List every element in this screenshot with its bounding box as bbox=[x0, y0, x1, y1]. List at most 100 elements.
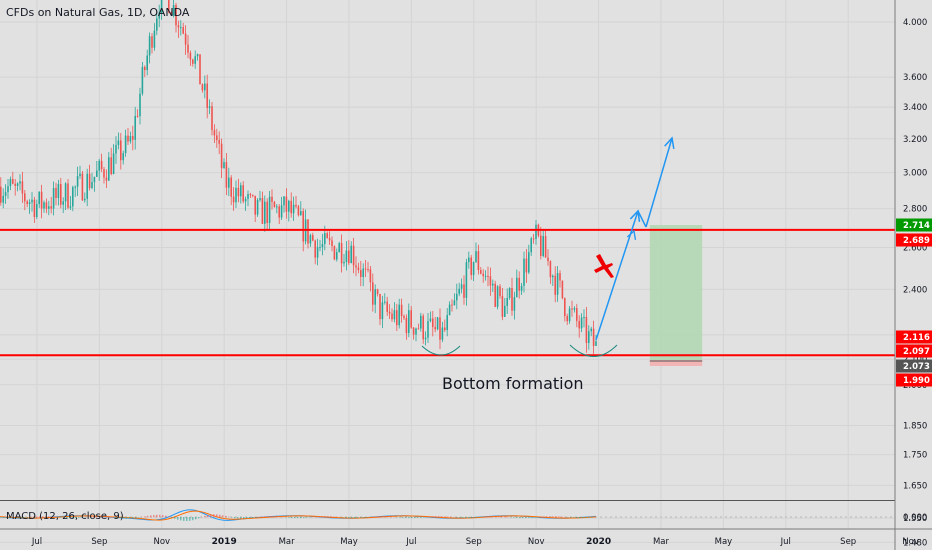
svg-text:1.990: 1.990 bbox=[903, 376, 930, 386]
macd-histogram-bar bbox=[264, 516, 266, 518]
price-axis[interactable] bbox=[895, 0, 932, 550]
macd-histogram-bar bbox=[318, 516, 320, 518]
macd-histogram-bar bbox=[294, 517, 296, 519]
candle bbox=[465, 258, 468, 306]
macd-histogram-bar bbox=[117, 517, 119, 518]
macd-histogram-bar bbox=[210, 514, 212, 518]
x-tick-label: Mar bbox=[279, 537, 296, 547]
candle bbox=[285, 188, 288, 219]
candle bbox=[506, 288, 508, 315]
candle bbox=[91, 172, 93, 190]
candlestick-series bbox=[0, 0, 597, 354]
candle bbox=[364, 260, 367, 278]
macd-histogram-bar bbox=[216, 514, 218, 518]
x-tick-label: Nov bbox=[154, 537, 171, 547]
candle bbox=[48, 200, 50, 216]
macd-histogram-bar bbox=[192, 517, 194, 521]
price-axis-labels: 2.714 2.689 2.116 2.097 2.073 1.990 bbox=[896, 218, 932, 387]
x-tick-label: Mar bbox=[653, 537, 670, 547]
svg-text:2.097: 2.097 bbox=[903, 347, 930, 357]
macd-histogram-bar bbox=[381, 516, 383, 518]
candle bbox=[547, 249, 549, 266]
candle bbox=[76, 166, 79, 197]
candle bbox=[124, 129, 127, 157]
svg-text:2.714: 2.714 bbox=[903, 221, 930, 231]
macd-histogram-bar bbox=[51, 516, 53, 518]
candle bbox=[182, 22, 184, 35]
projection-arrows[interactable] bbox=[595, 136, 675, 341]
y-tick-label: 3.200 bbox=[903, 135, 927, 145]
x-tick-label: May bbox=[715, 537, 733, 547]
candle bbox=[295, 195, 297, 209]
macd-histogram-bar bbox=[519, 517, 521, 519]
y-tick-label: 1.850 bbox=[903, 422, 927, 432]
candle bbox=[96, 161, 98, 178]
macd-histogram-bar bbox=[588, 517, 590, 518]
candle bbox=[132, 125, 134, 151]
candle bbox=[374, 284, 376, 314]
candle bbox=[187, 34, 189, 59]
candle bbox=[403, 314, 405, 321]
candle bbox=[220, 138, 223, 179]
candle bbox=[561, 280, 564, 300]
candle bbox=[362, 263, 364, 287]
candle bbox=[62, 197, 64, 214]
candle bbox=[60, 177, 62, 209]
candle bbox=[14, 178, 16, 196]
macd-histogram-bar bbox=[219, 514, 221, 518]
macd-histogram-bar bbox=[351, 517, 353, 519]
candle bbox=[489, 267, 492, 296]
macd-histogram-bar bbox=[582, 517, 584, 519]
macd-histogram-bar bbox=[492, 516, 494, 518]
candle bbox=[242, 181, 244, 204]
macd-histogram-bar bbox=[417, 517, 419, 518]
macd-histogram-bar bbox=[498, 516, 500, 518]
candle bbox=[312, 232, 314, 242]
candle bbox=[388, 304, 391, 320]
macd-histogram-bar bbox=[18, 517, 20, 519]
macd-histogram-bar bbox=[144, 516, 146, 518]
macd-histogram-bar bbox=[279, 516, 281, 518]
candle bbox=[259, 190, 261, 202]
candle bbox=[86, 168, 88, 207]
candle bbox=[350, 241, 352, 264]
macd-histogram-bar bbox=[414, 517, 416, 519]
candle bbox=[314, 239, 316, 265]
x-tick-label: Nov bbox=[902, 537, 919, 547]
macd-histogram-bar bbox=[408, 517, 410, 519]
candle bbox=[552, 274, 554, 286]
macd-histogram-bar bbox=[183, 517, 185, 521]
candle bbox=[40, 184, 43, 219]
macd-histogram-bar bbox=[405, 517, 407, 518]
price-label: 2.714 bbox=[896, 218, 932, 232]
macd-histogram-bar bbox=[522, 517, 524, 519]
candle bbox=[218, 131, 220, 155]
candle bbox=[134, 106, 136, 150]
candle bbox=[307, 219, 309, 249]
macd-histogram-bar bbox=[399, 517, 401, 518]
svg-text:2.689: 2.689 bbox=[903, 236, 930, 246]
macd-histogram-bar bbox=[327, 516, 329, 518]
candle bbox=[412, 327, 415, 340]
macd-histogram-bar bbox=[162, 515, 164, 518]
candle bbox=[446, 308, 448, 337]
candle bbox=[201, 83, 204, 93]
candle bbox=[280, 196, 283, 221]
candle bbox=[456, 283, 458, 310]
macd-histogram-bar bbox=[429, 516, 431, 518]
candle bbox=[278, 204, 280, 225]
macd-histogram-bar bbox=[486, 516, 488, 518]
macd-histogram-bar bbox=[207, 514, 209, 518]
macd-indicator-label[interactable]: MACD (12, 26, close, 9) bbox=[6, 511, 124, 522]
price-label: 2.097 bbox=[896, 344, 932, 358]
projection-arrow[interactable] bbox=[645, 136, 675, 228]
macd-histogram-bar bbox=[552, 516, 554, 518]
candle bbox=[98, 158, 100, 181]
candle bbox=[319, 239, 321, 252]
candle bbox=[199, 54, 201, 85]
y-tick-label: 3.000 bbox=[903, 169, 927, 179]
macd-histogram-bar bbox=[123, 517, 125, 519]
candle bbox=[264, 195, 266, 232]
candle bbox=[429, 311, 432, 323]
